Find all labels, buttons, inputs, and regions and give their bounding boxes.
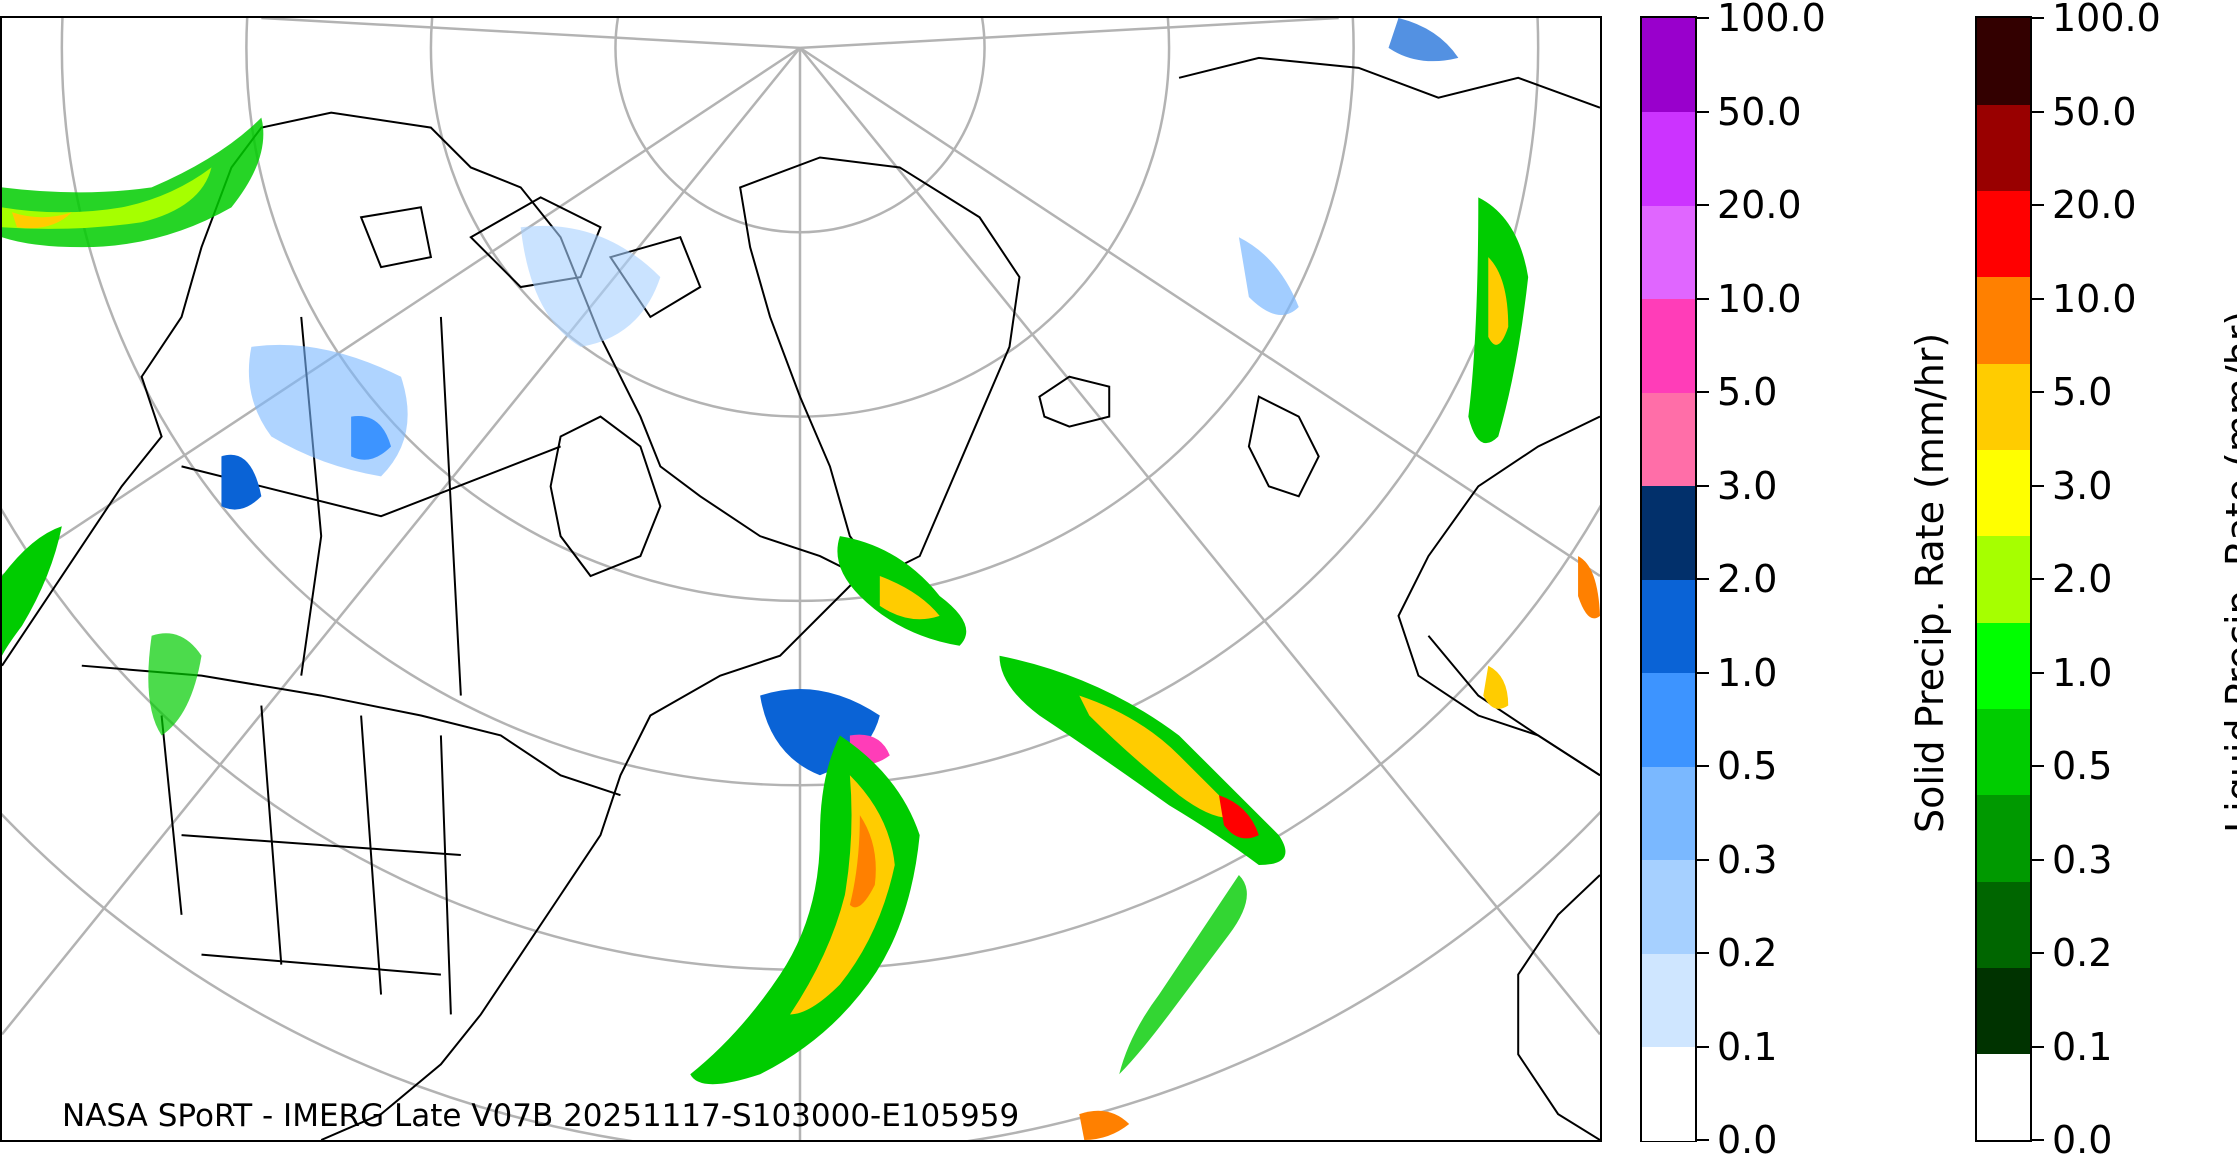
liquid-precip-title: Liquid Precip. Rate (mm/hr) (2218, 310, 2237, 833)
solid-colorbar-tick-label: 100.0 (1717, 0, 1826, 40)
liquid-colorbar-segment (1977, 190, 2030, 278)
liquid-colorbar-segment (1977, 967, 2030, 1055)
liquid-colorbar-segment (1977, 881, 2030, 968)
liquid-colorbar-tick-label: 50.0 (2052, 89, 2137, 134)
solid-colorbar-segment (1642, 766, 1695, 860)
solid-colorbar-tick-label: 1.0 (1717, 650, 1778, 695)
liquid-precip-colorbar (1975, 16, 2032, 1142)
coastlines (2, 56, 1600, 1140)
liquid-colorbar-segment (1977, 276, 2030, 364)
liquid-colorbar-segment (1977, 449, 2030, 537)
liquid-colorbar-tick-label: 20.0 (2052, 183, 2137, 227)
solid-colorbar-tick-label: 20.0 (1717, 183, 1802, 227)
liquid-colorbar-segment (1977, 1053, 2030, 1141)
liquid-colorbar-segment (1977, 535, 2030, 623)
solid-colorbar-segment (1642, 579, 1695, 673)
precipitation-map (0, 16, 1602, 1142)
liquid-colorbar-segment (1977, 794, 2030, 882)
solid-precip-title: Solid Precip. Rate (mm/hr) (1908, 332, 1952, 833)
solid-colorbar-tick-label: 10.0 (1717, 276, 1802, 321)
liquid-precip-ticks: 0.0 0.1 0.2 0.3 0.5 1.0 2.0 3.0 5.0 10.0 20.0 50.0 1… (2032, 0, 2232, 1161)
liquid-colorbar-tick-label: 0.3 (2052, 837, 2113, 882)
solid-precip-ticks: 0.0 0.1 0.2 0.3 0.5 1.0 2.0 3.0 5.0 10.0 20.0 50.0 1… (1697, 0, 1897, 1161)
liquid-colorbar-tick-label: 1.0 (2052, 650, 2113, 695)
solid-colorbar-segment (1642, 205, 1695, 299)
liquid-colorbar-tick-label: 10.0 (2052, 276, 2137, 321)
solid-colorbar-segment (1642, 1046, 1695, 1141)
solid-colorbar-tick-label: 0.1 (1717, 1024, 1778, 1069)
map-canvas (2, 18, 1600, 1140)
solid-colorbar-segment (1642, 18, 1695, 112)
solid-colorbar-tick-label: 0.5 (1717, 744, 1778, 788)
liquid-colorbar-segment (1977, 18, 2030, 105)
solid-colorbar-tick-label: 50.0 (1717, 89, 1802, 134)
solid-colorbar-segment (1642, 111, 1695, 206)
solid-colorbar-segment (1642, 859, 1695, 954)
solid-colorbar-segment (1642, 298, 1695, 393)
liquid-colorbar-tick-label: 0.0 (2052, 1118, 2113, 1162)
solid-colorbar-tick-label: 3.0 (1717, 463, 1778, 508)
liquid-colorbar-segment (1977, 104, 2030, 192)
liquid-colorbar-segment (1977, 363, 2030, 451)
solid-colorbar-segment (1642, 392, 1695, 486)
solid-colorbar-tick-label: 0.3 (1717, 837, 1778, 882)
solid-precip-colorbar (1640, 16, 1697, 1142)
liquid-colorbar-segment (1977, 622, 2030, 709)
solid-colorbar-tick-label: 0.0 (1717, 1118, 1778, 1162)
solid-colorbar-tick-label: 2.0 (1717, 557, 1778, 601)
liquid-colorbar-tick-label: 2.0 (2052, 557, 2113, 601)
solid-colorbar-segment (1642, 953, 1695, 1047)
solid-colorbar-segment (1642, 485, 1695, 580)
liquid-colorbar-tick-label: 100.0 (2052, 0, 2161, 40)
solid-colorbar-tick-label: 5.0 (1717, 370, 1778, 414)
liquid-colorbar-tick-label: 0.1 (2052, 1024, 2113, 1069)
precipitation-overlay (2, 18, 1600, 1140)
liquid-colorbar-tick-label: 0.2 (2052, 931, 2113, 975)
solid-colorbar-segment (1642, 672, 1695, 767)
liquid-colorbar-tick-label: 3.0 (2052, 463, 2113, 508)
solid-colorbar-tick-label: 0.2 (1717, 931, 1778, 975)
liquid-colorbar-tick-label: 5.0 (2052, 370, 2113, 414)
liquid-colorbar-segment (1977, 708, 2030, 796)
map-caption: NASA SPoRT - IMERG Late V07B 20251117-S1… (62, 1098, 1020, 1134)
liquid-colorbar-tick-label: 0.5 (2052, 744, 2113, 788)
